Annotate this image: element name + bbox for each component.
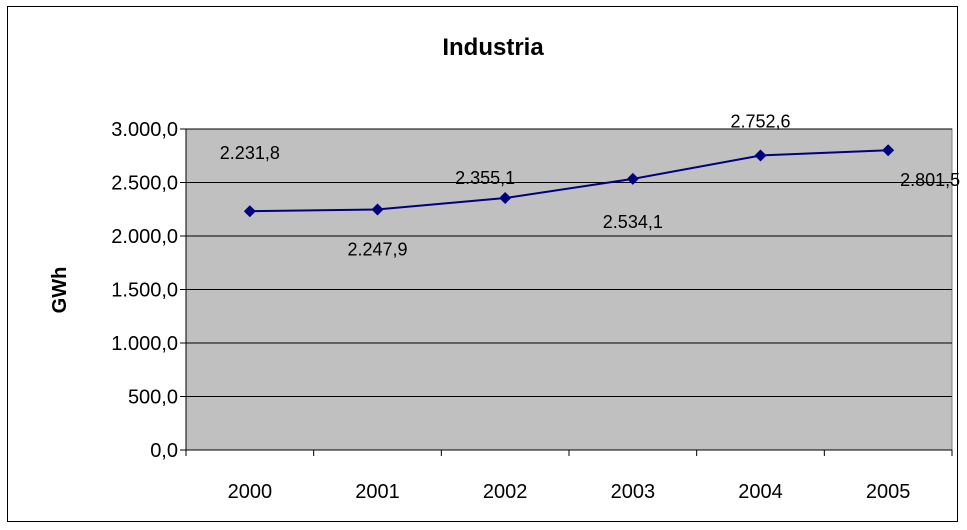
data-point-marker (882, 144, 895, 157)
y-tick-label: 2.000,0 (111, 226, 178, 248)
x-tick-label: 2001 (355, 481, 400, 503)
x-tick-label: 2005 (866, 481, 911, 503)
data-label: 2.231,8 (220, 143, 280, 163)
y-tick-labels: 0,0 500,0 1.000,0 1.500,0 2.000,0 2.500,0 3.00… (111, 119, 178, 462)
y-tick-label: 3.000,0 (111, 119, 178, 141)
gridlines (186, 128, 952, 397)
data-label: 2.534,1 (603, 212, 663, 232)
y-tick-label: 2.500,0 (111, 173, 178, 195)
y-tick-label: 500,0 (128, 387, 178, 409)
data-label: 2.801,5 (900, 170, 960, 190)
y-tick-label: 1.000,0 (111, 333, 178, 355)
data-label: 2.752,6 (730, 111, 790, 131)
x-tick-label: 2003 (611, 481, 656, 503)
data-point-marker (243, 205, 256, 218)
data-point-marker (371, 203, 384, 216)
x-tick-labels: 2000 2001 2002 2003 2004 2005 (228, 481, 911, 503)
data-point-marker (754, 149, 767, 162)
chart-title: Industria (442, 34, 544, 61)
data-label: 2.355,1 (455, 168, 515, 188)
data-point-marker (499, 192, 512, 205)
data-label: 2.247,9 (347, 239, 407, 259)
series-line (243, 144, 895, 218)
data-point-marker (626, 172, 639, 185)
x-tick-label: 2004 (738, 481, 783, 503)
y-tick-label: 0,0 (150, 440, 178, 462)
y-axis-label: GWh (49, 267, 71, 314)
data-labels: 2.231,8 2.247,9 2.355,1 2.534,1 2.752,6 2.801… (220, 111, 960, 259)
series-polyline (249, 149, 889, 213)
x-tick-label: 2002 (483, 481, 528, 503)
axes (180, 128, 953, 456)
x-tick-label: 2000 (228, 481, 273, 503)
y-tick-label: 1.500,0 (111, 280, 178, 302)
